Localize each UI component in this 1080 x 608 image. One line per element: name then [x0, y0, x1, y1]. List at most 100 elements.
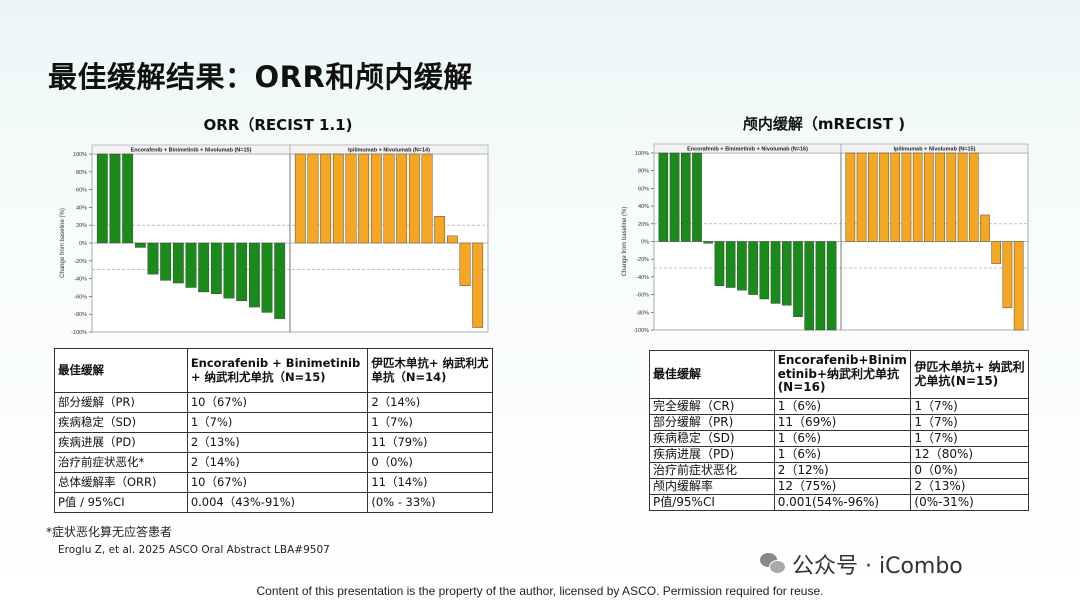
table-cell: 1（6%) — [773, 398, 912, 415]
bar — [924, 152, 934, 242]
row-label: 颅内缓解率 — [649, 478, 775, 495]
bar — [946, 152, 957, 242]
y-tick-label: 0% — [79, 241, 87, 247]
bar — [185, 242, 197, 288]
bar — [408, 153, 420, 244]
bar — [294, 153, 306, 244]
table-cell: 2（14%) — [186, 452, 369, 473]
y-axis-label: Change from baseline (%) — [622, 207, 628, 277]
watermark-text: 公众号 · iCombo — [792, 554, 963, 579]
y-tick-label: 80% — [638, 169, 649, 175]
bar — [879, 152, 889, 242]
y-tick-label: -80% — [636, 310, 649, 316]
bar — [332, 153, 344, 244]
bar — [274, 242, 286, 319]
table-cell: 11（69%) — [773, 414, 912, 431]
row-label: 治疗前症状恶化 — [649, 462, 775, 479]
table-cell: 12（75%) — [773, 478, 912, 495]
watermark: 公众号 · iCombo — [760, 548, 963, 580]
bar — [680, 152, 691, 242]
y-tick-label: 40% — [638, 204, 649, 210]
intracranial-waterfall-chart: 100% 80% 60% 40% 20% 0% -20% -40% -60% -80% -100% C… — [622, 143, 1029, 334]
bar — [725, 241, 736, 288]
bar — [210, 242, 222, 294]
table-cell: 0.001(54%-96%) — [773, 494, 912, 511]
row-label: P值 / 95%CI — [54, 492, 188, 513]
y-tick-label: -80% — [74, 312, 87, 318]
bar — [845, 152, 856, 242]
bar — [991, 241, 1002, 264]
bar — [261, 242, 273, 313]
bar — [307, 153, 319, 244]
table-cell: 2（12%) — [773, 462, 912, 479]
footnote: *症状恶化算无应答患者 — [46, 525, 173, 539]
bar — [856, 152, 867, 242]
bar — [134, 242, 146, 248]
bar — [781, 241, 792, 306]
bar — [901, 152, 912, 242]
table-row: 部分缓解（PR) 11（69%) 1（7%) — [649, 414, 1029, 431]
bar — [459, 242, 471, 286]
y-tick-label: 40% — [76, 205, 87, 211]
y-tick-label: 100% — [73, 152, 87, 158]
row-label: 疾病进展（PD) — [649, 446, 775, 463]
table-cell: (0% - 33%) — [367, 492, 493, 513]
row-label: 疾病稳定（SD) — [649, 430, 775, 447]
row-label: 部分缓解（PR) — [54, 392, 188, 413]
bar — [358, 153, 370, 244]
table-row: 总体缓解率（ORR) 10（67%) 11（14%) — [54, 472, 493, 493]
table-header-row: 最佳缓解 Encorafenib + Binimetinib + 纳武利尤单抗（… — [54, 348, 493, 393]
bar — [236, 242, 248, 302]
bar — [748, 241, 758, 295]
bar — [737, 241, 747, 291]
table-cell: 1（7%) — [910, 398, 1029, 415]
table-row: 颅内缓解率 12（75%) 2（13%) — [649, 478, 1029, 495]
bar — [793, 241, 803, 317]
y-tick-label: 20% — [76, 223, 87, 229]
row-label: P值/95%CI — [649, 494, 775, 511]
bar — [223, 242, 235, 299]
orr-response-table: 最佳缓解 Encorafenib + Binimetinib + 纳武利尤单抗（… — [54, 348, 493, 513]
bar — [345, 153, 357, 244]
bar — [383, 153, 395, 244]
bar — [692, 152, 702, 242]
table-cell: 1（7%) — [186, 412, 369, 433]
table-cell: 1（6%) — [773, 430, 912, 447]
bar — [122, 153, 134, 244]
table-cell: 1（7%) — [910, 430, 1029, 447]
copyright-notice: Content of this presentation is the prop… — [256, 584, 824, 598]
table-cell: 10（67%) — [186, 392, 369, 413]
bar — [935, 152, 945, 242]
table-row: 疾病稳定（SD) 1（6%) 1（7%) — [649, 430, 1029, 447]
y-tick-label: -20% — [74, 259, 87, 265]
bar — [804, 241, 815, 331]
y-tick-label: -100% — [71, 330, 87, 336]
bar — [248, 242, 260, 308]
y-axis-label: Change from baseline (%) — [60, 208, 66, 278]
y-tick-label: 60% — [638, 186, 649, 192]
table-row: 治疗前症状恶化 2（12%) 0（0%) — [649, 462, 1029, 479]
bar — [198, 242, 210, 293]
bar — [867, 152, 878, 242]
table-cell: 10（67%) — [186, 472, 369, 493]
bar — [770, 241, 781, 304]
panel-header — [840, 143, 1029, 154]
table-row: 部分缓解（PR) 10（67%) 2（14%) — [54, 392, 493, 413]
header-cell: 伊匹木单抗+ 纳武利尤单抗（N=14) — [367, 348, 493, 393]
bar — [109, 153, 121, 244]
row-label: 完全缓解（CR) — [649, 398, 775, 415]
table-cell: 0.004（43%-91%) — [186, 492, 369, 513]
bar — [172, 242, 184, 284]
y-tick-label: 20% — [638, 222, 649, 228]
bar — [1002, 241, 1013, 309]
bar — [703, 241, 714, 244]
citation: Eroglu Z, et al. 2025 ASCO Oral Abstract… — [58, 544, 330, 556]
bar — [160, 242, 172, 281]
intracranial-response-table: 最佳缓解 Encorafenib+Binimetinib+纳武利尤单抗(N=16… — [649, 350, 1029, 511]
table-row: 疾病进展（PD) 2（13%) 11（79%) — [54, 432, 493, 453]
table-cell: 1（7%) — [367, 412, 493, 433]
table-cell: 0（0%) — [910, 462, 1029, 479]
table-row: 完全缓解（CR) 1（6%) 1（7%) — [649, 398, 1029, 415]
table-row: 疾病稳定（SD) 1（7%) 1（7%) — [54, 412, 493, 433]
table-row: 疾病进展（PD) 1（6%) 12（80%) — [649, 446, 1029, 463]
